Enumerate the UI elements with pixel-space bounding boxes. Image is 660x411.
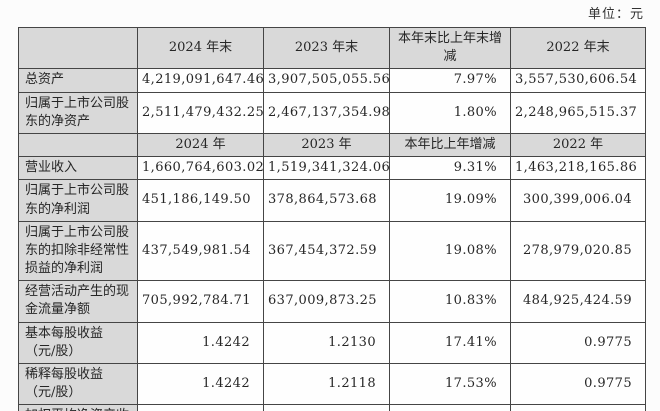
table-row-operating-revenue: 营业收入 1,660,764,603.02 1,519,341,324.06 9… (18, 156, 646, 181)
cell-value: 2,467,137,354.98 (263, 91, 390, 134)
cell-value: 9.31% (389, 156, 511, 181)
cell-value: 278,979,020.85 (510, 220, 646, 282)
cell-value: 451,186,149.50 (137, 179, 264, 222)
cell-value: 1.71% (389, 404, 511, 411)
column-header: 2024 年末 (137, 26, 264, 70)
unit-label: 单位：元 (587, 7, 644, 22)
table-row-net-assets: 归属于上市公司股东的净资产 2,511,479,432.25 2,467,137… (18, 91, 646, 134)
table-row-total-assets: 总资产 4,219,091,647.46 3,907,505,055.56 7.… (18, 68, 646, 93)
header-row-period-year: 2024 年 2023 年 本年比上年增减 2022 年 (18, 132, 646, 158)
row-label: 归属于上市公司股东的扣除非经常性损益的净利润 (18, 220, 138, 282)
cell-value: 1,660,764,603.02 (137, 156, 264, 181)
cell-value: 19.09% (389, 179, 511, 222)
table-row-weighted-avg-roe: 加权平均净资产收益率 18.37% 16.66% 1.71% 0.00% (18, 404, 646, 411)
cell-value: 2,248,965,515.37 (510, 91, 646, 134)
cell-value: 378,864,573.68 (263, 179, 390, 222)
table-row-operating-cash-flow: 经营活动产生的现金流量净额 705,992,784.71 637,009,873… (18, 280, 646, 323)
cell-value: 3,557,530,606.54 (510, 68, 646, 93)
row-label: 营业收入 (18, 156, 138, 181)
cell-value: 367,454,372.59 (263, 220, 390, 282)
cell-value: 637,009,873.25 (263, 280, 390, 323)
cell-value: 1.2130 (263, 321, 390, 365)
cell-value: 1.2118 (263, 362, 390, 406)
cell-value: 1,519,341,324.06 (263, 156, 390, 181)
financial-summary-table: 2024 年末 2023 年末 本年末比上年末增减 2022 年末 总资产 4,… (18, 26, 646, 411)
cell-value: 7.97% (389, 68, 511, 93)
row-label: 归属于上市公司股东的净资产 (18, 91, 138, 134)
header-row-period-end: 2024 年末 2023 年末 本年末比上年末增减 2022 年末 (18, 26, 646, 70)
cell-value: 0.9775 (510, 321, 646, 365)
cell-value: 19.08% (389, 220, 511, 282)
cell-value: 437,549,981.54 (137, 220, 264, 282)
cell-value: 705,992,784.71 (137, 280, 264, 323)
column-header: 2023 年 (263, 132, 390, 158)
cell-value: 2,511,479,432.25 (137, 91, 264, 134)
cell-value: 17.41% (389, 321, 511, 365)
column-header: 2023 年末 (263, 26, 390, 70)
cell-value: 300,399,006.04 (510, 179, 646, 222)
cell-value: 3,907,505,055.56 (263, 68, 390, 93)
row-label: 加权平均净资产收益率 (18, 404, 138, 411)
table-row-basic-eps: 基本每股收益（元/股） 1.4242 1.2130 17.41% 0.9775 (18, 321, 646, 365)
cell-value: 18.37% (137, 404, 264, 411)
column-header: 2022 年末 (510, 26, 646, 70)
header-corner-cell (18, 132, 138, 158)
row-label: 经营活动产生的现金流量净额 (18, 280, 138, 323)
row-label: 总资产 (18, 68, 138, 93)
cell-value: 16.66% (263, 404, 390, 411)
table-row-diluted-eps: 稀释每股收益（元/股） 1.4242 1.2118 17.53% 0.9775 (18, 362, 646, 406)
table-row-net-profit: 归属于上市公司股东的净利润 451,186,149.50 378,864,573… (18, 179, 646, 222)
column-header: 2024 年 (137, 132, 264, 158)
row-label: 基本每股收益（元/股） (18, 321, 138, 365)
cell-value: 10.83% (389, 280, 511, 323)
cell-value: 484,925,424.59 (510, 280, 646, 323)
cell-value: 1,463,218,165.86 (510, 156, 646, 181)
column-header: 本年比上年增减 (389, 132, 511, 158)
cell-value: 0.9775 (510, 362, 646, 406)
table-row-net-profit-excl-nonrecurring: 归属于上市公司股东的扣除非经常性损益的净利润 437,549,981.54 36… (18, 220, 646, 282)
cell-value: 0.00% (510, 404, 646, 411)
cell-value: 1.4242 (137, 321, 264, 365)
column-header: 2022 年 (510, 132, 646, 158)
header-corner-cell (18, 26, 138, 70)
cell-value: 17.53% (389, 362, 511, 406)
row-label: 归属于上市公司股东的净利润 (18, 179, 138, 222)
row-label: 稀释每股收益（元/股） (18, 362, 138, 406)
cell-value: 1.4242 (137, 362, 264, 406)
cell-value: 4,219,091,647.46 (137, 68, 264, 93)
cell-value: 1.80% (389, 91, 511, 134)
column-header: 本年末比上年末增减 (389, 26, 511, 70)
